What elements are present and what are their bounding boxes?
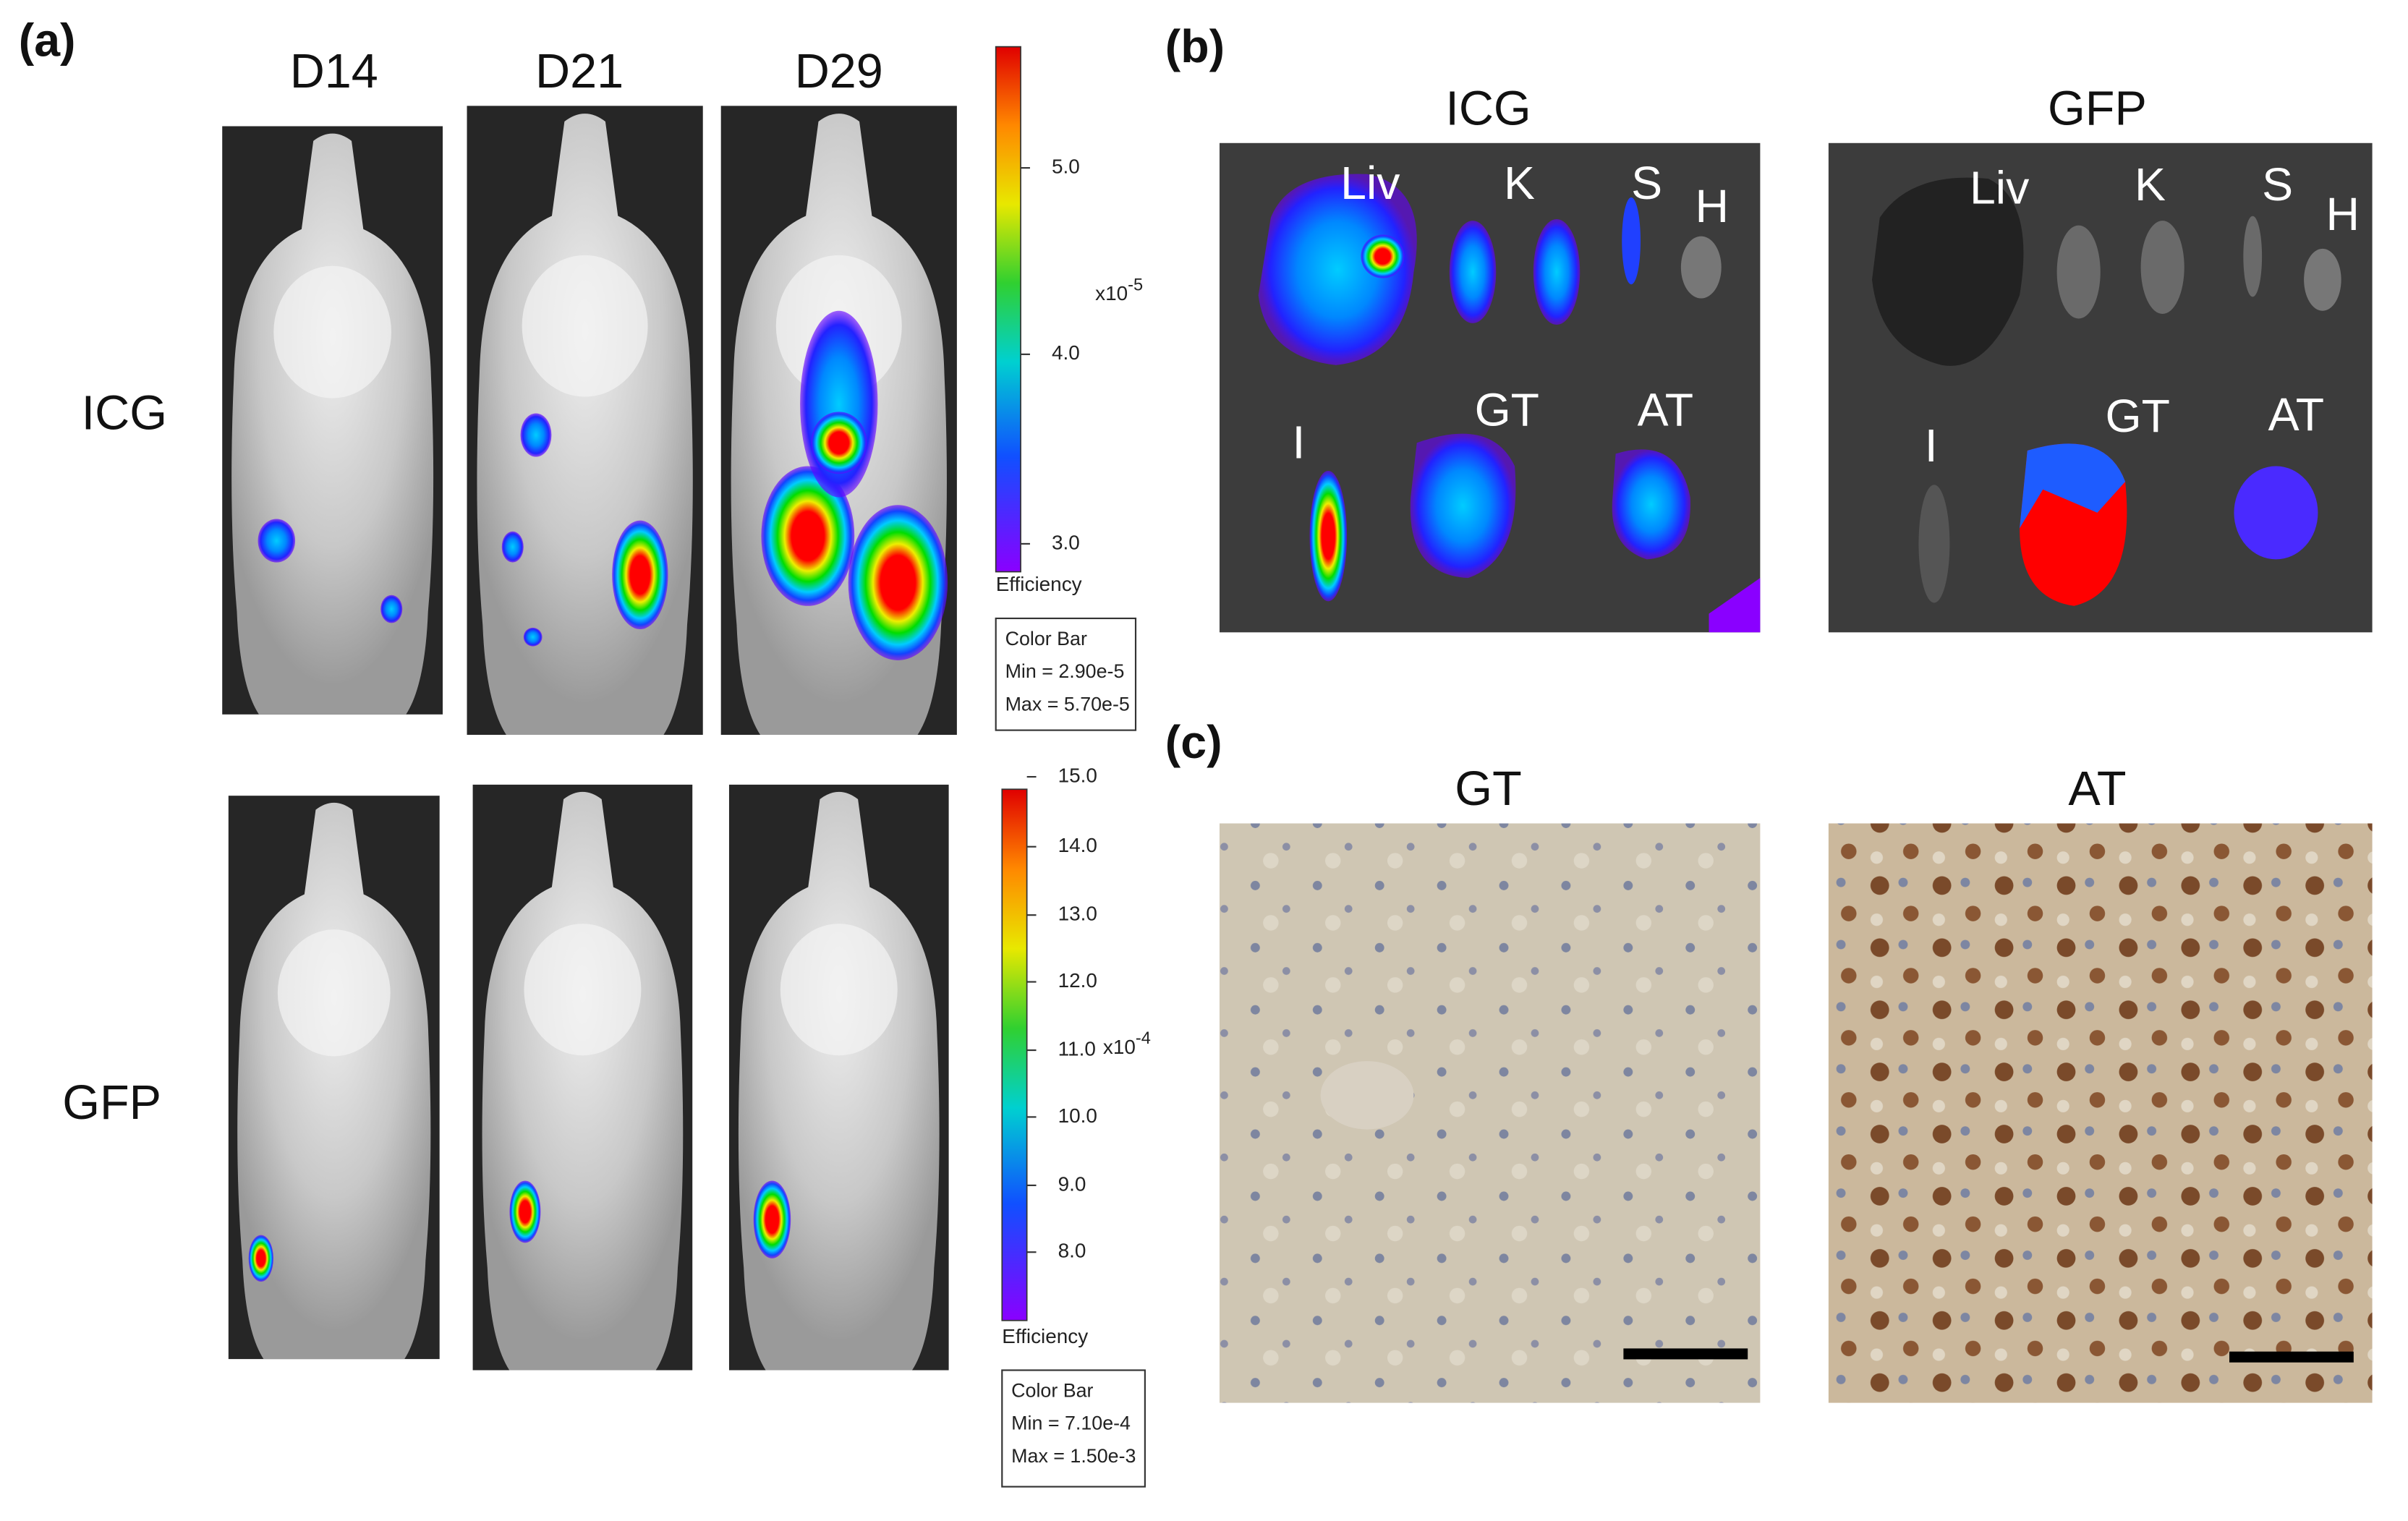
path	[1709, 578, 1761, 633]
path	[1612, 449, 1691, 560]
organ-label: GT	[1475, 383, 1539, 435]
ellipse	[2140, 221, 2184, 315]
tick-label: 12.0	[1058, 969, 1097, 992]
mouse-image	[472, 784, 693, 1371]
organ-label: K	[2135, 158, 2166, 210]
organ-label: Liv	[1340, 157, 1400, 209]
ellipse	[1918, 485, 1950, 603]
organ-label: K	[1504, 157, 1535, 209]
shape	[1623, 1348, 1748, 1360]
panel-label: (a)	[19, 14, 76, 66]
shape	[1219, 823, 1761, 1403]
signal	[258, 519, 296, 563]
path	[1410, 433, 1516, 579]
organ-label: Liv	[1970, 161, 2029, 213]
panel-a: D14 D21 D29ICGGFP5.04.03.0x10-5EfficiencyC…	[62, 45, 1151, 1488]
organ-label: S	[2262, 158, 2293, 210]
scale: x10	[1095, 283, 1128, 305]
image-title: GT	[1455, 762, 1521, 816]
image-title: GFP	[2048, 82, 2147, 135]
organ-label: I	[1925, 419, 1938, 472]
signal	[248, 1235, 274, 1282]
path	[1258, 174, 1417, 365]
tick-label: 13.0	[1058, 903, 1097, 925]
info-line: Color Bar	[1005, 628, 1087, 649]
tick-label: 11.0	[1058, 1037, 1096, 1060]
scale-label: x10-5	[1095, 276, 1143, 305]
info-box	[995, 617, 1137, 731]
signal	[848, 505, 948, 660]
signal	[380, 595, 403, 623]
tick-label: 15.0	[1058, 764, 1097, 786]
info-line: Color Bar	[1011, 1380, 1093, 1402]
organ-label: S	[1631, 157, 1662, 209]
panel-label: (c)	[1165, 716, 1222, 768]
signal	[501, 531, 524, 563]
organ-label: H	[1696, 180, 1730, 232]
unit-label: Efficiency	[1002, 1325, 1088, 1347]
row-label: GFP	[62, 1076, 161, 1130]
ellipse	[2304, 248, 2341, 311]
mouse-image	[467, 106, 703, 736]
info-line: Max = 5.70e-5	[1005, 693, 1130, 715]
ellipse	[2243, 216, 2263, 297]
column-header: D21	[535, 45, 624, 98]
ellipse	[1309, 470, 1348, 602]
column-header: D14	[290, 45, 378, 98]
tick-label: 14.0	[1058, 834, 1097, 856]
info-line: Min = 2.90e-5	[1005, 660, 1125, 682]
tick-label: 10.0	[1058, 1104, 1097, 1127]
path	[2020, 443, 2126, 529]
ellipse	[2234, 466, 2318, 560]
colorbar	[995, 46, 1021, 573]
image-title: AT	[2068, 762, 2126, 816]
signal	[811, 412, 867, 474]
info-line: Min = 7.10e-4	[1011, 1413, 1131, 1434]
shape	[2229, 1351, 2354, 1363]
scale-label: x10-4	[1103, 1029, 1151, 1058]
info-box	[1001, 1369, 1146, 1488]
organ-label: AT	[1638, 383, 1694, 435]
ellipse	[1680, 236, 1722, 299]
circle	[1361, 234, 1405, 278]
tick-label: 5.0	[1052, 155, 1080, 178]
ellipse	[1320, 1061, 1414, 1130]
power: -5	[1128, 276, 1143, 295]
image-title: ICG	[1445, 82, 1531, 135]
scale: x10	[1103, 1036, 1136, 1058]
ellipse	[1449, 221, 1497, 323]
organ-label: I	[1293, 417, 1306, 469]
signal	[612, 520, 668, 630]
signal	[520, 413, 552, 457]
tick-label: 8.0	[1058, 1240, 1086, 1262]
signal	[523, 627, 543, 647]
organ-label: H	[2326, 188, 2360, 240]
unit-label: Efficiency	[996, 573, 1082, 595]
ellipse	[2056, 225, 2101, 319]
mouse-image	[222, 126, 443, 715]
mouse-image	[728, 784, 949, 1371]
organ-label: GT	[2106, 390, 2170, 442]
organ-label: AT	[2268, 388, 2325, 440]
panel-c: GT AT	[1219, 762, 2373, 1403]
path	[1872, 177, 2024, 366]
tick-label: 4.0	[1052, 341, 1080, 364]
signal	[753, 1180, 791, 1258]
power: -4	[1136, 1029, 1151, 1048]
colorbar	[1001, 788, 1028, 1321]
panel-label: (b)	[1165, 20, 1225, 72]
tick-label: 3.0	[1052, 531, 1080, 553]
shape	[1828, 823, 2373, 1403]
ellipse	[1622, 197, 1641, 285]
info-line: Max = 1.50e-3	[1011, 1445, 1136, 1467]
column-header: D29	[795, 45, 883, 98]
row-label: ICG	[82, 386, 167, 440]
tick-label: 9.0	[1058, 1172, 1086, 1195]
signal	[761, 466, 855, 606]
ellipse	[1533, 219, 1580, 325]
signal	[509, 1180, 541, 1243]
